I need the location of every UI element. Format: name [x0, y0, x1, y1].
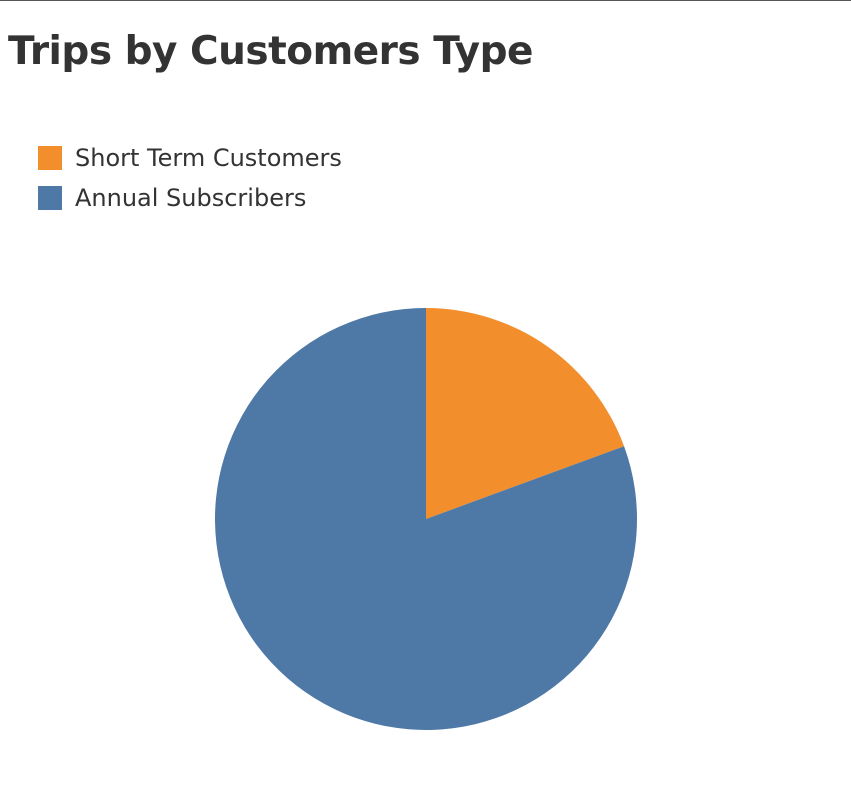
legend-label-annual-subscribers: Annual Subscribers: [75, 184, 307, 212]
legend-label-short-term-customers: Short Term Customers: [75, 144, 342, 172]
legend-swatch-short-term-customers: [38, 146, 62, 170]
chart-title: Trips by Customers Type: [8, 29, 533, 74]
pie-slice-annual-subscribers[interactable]: [214, 308, 637, 730]
legend-item-annual-subscribers[interactable]: Annual Subscribers: [38, 178, 342, 218]
legend-item-short-term-customers[interactable]: Short Term Customers: [38, 138, 342, 178]
legend-swatch-annual-subscribers: [38, 186, 62, 210]
top-divider: [0, 0, 851, 1]
pie-slice-short-term-customers[interactable]: [426, 308, 625, 519]
legend: Short Term Customers Annual Subscribers: [38, 138, 342, 218]
